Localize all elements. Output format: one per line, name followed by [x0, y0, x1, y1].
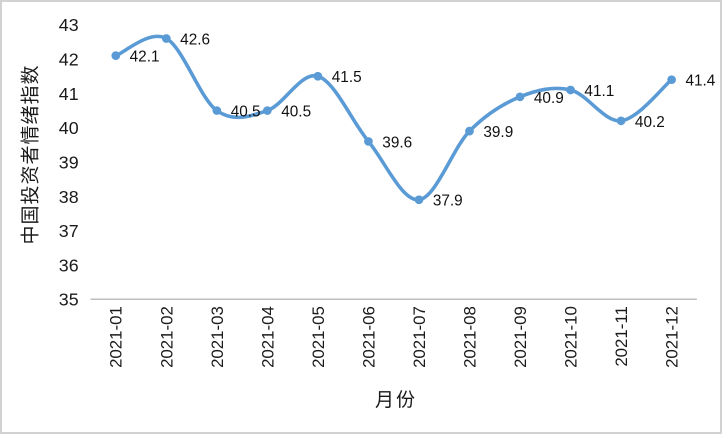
- data-point-marker: [364, 137, 373, 146]
- data-point-label: 40.9: [534, 90, 564, 107]
- data-point-label: 39.9: [483, 124, 513, 141]
- x-tick-label: 2021-09: [511, 306, 530, 368]
- data-point-marker: [667, 75, 676, 85]
- data-point-marker: [566, 85, 575, 95]
- y-axis-title: 中国投资者情绪指数: [20, 64, 42, 245]
- data-point-marker: [212, 106, 222, 115]
- y-tick-label: 38: [59, 187, 79, 207]
- data-point-label: 39.6: [382, 134, 412, 151]
- data-point-marker: [313, 71, 323, 81]
- data-point-label: 40.5: [281, 103, 311, 120]
- x-tick-label: 2021-04: [258, 306, 277, 368]
- x-tick-label: 2021-08: [460, 306, 479, 368]
- x-tick-label: 2021-01: [107, 306, 126, 368]
- x-tick-label: 2021-03: [208, 306, 227, 368]
- x-tick-label: 2021-02: [157, 306, 176, 368]
- data-point-label: 41.4: [685, 73, 715, 90]
- data-point-label: 42.1: [130, 49, 160, 66]
- data-point-marker: [161, 34, 171, 43]
- x-tick-label: 2021-07: [410, 306, 429, 368]
- y-tick-label: 42: [59, 50, 79, 70]
- x-tick-label: 2021-11: [612, 306, 631, 367]
- data-point-marker: [465, 126, 474, 136]
- data-point-label: 42.6: [180, 31, 210, 48]
- x-tick-label: 2021-06: [359, 306, 378, 368]
- y-tick-label: 37: [59, 221, 79, 241]
- y-tick-label: 40: [59, 118, 79, 138]
- data-point-marker: [515, 92, 525, 102]
- x-tick-label: 2021-10: [561, 306, 580, 368]
- data-point-marker: [263, 106, 272, 115]
- x-tick-label: 2021-05: [309, 306, 328, 368]
- y-tick-label: 36: [59, 255, 79, 275]
- data-point-marker: [414, 195, 424, 205]
- data-point-label: 41.1: [584, 83, 614, 100]
- data-point-label: 40.5: [231, 103, 261, 120]
- data-point-label: 40.2: [635, 114, 665, 131]
- x-axis-title: 月份: [374, 390, 417, 411]
- y-tick-label: 39: [59, 152, 79, 172]
- data-point-label: 37.9: [433, 193, 463, 210]
- y-tick-label: 41: [59, 84, 79, 104]
- x-tick-label: 2021-12: [663, 306, 682, 368]
- data-point-marker: [616, 116, 626, 126]
- data-point-label: 41.5: [332, 69, 362, 86]
- y-tick-label: 43: [59, 15, 79, 35]
- data-point-marker: [111, 51, 121, 61]
- series-line: [113, 34, 674, 202]
- y-tick-label: 35: [59, 290, 79, 310]
